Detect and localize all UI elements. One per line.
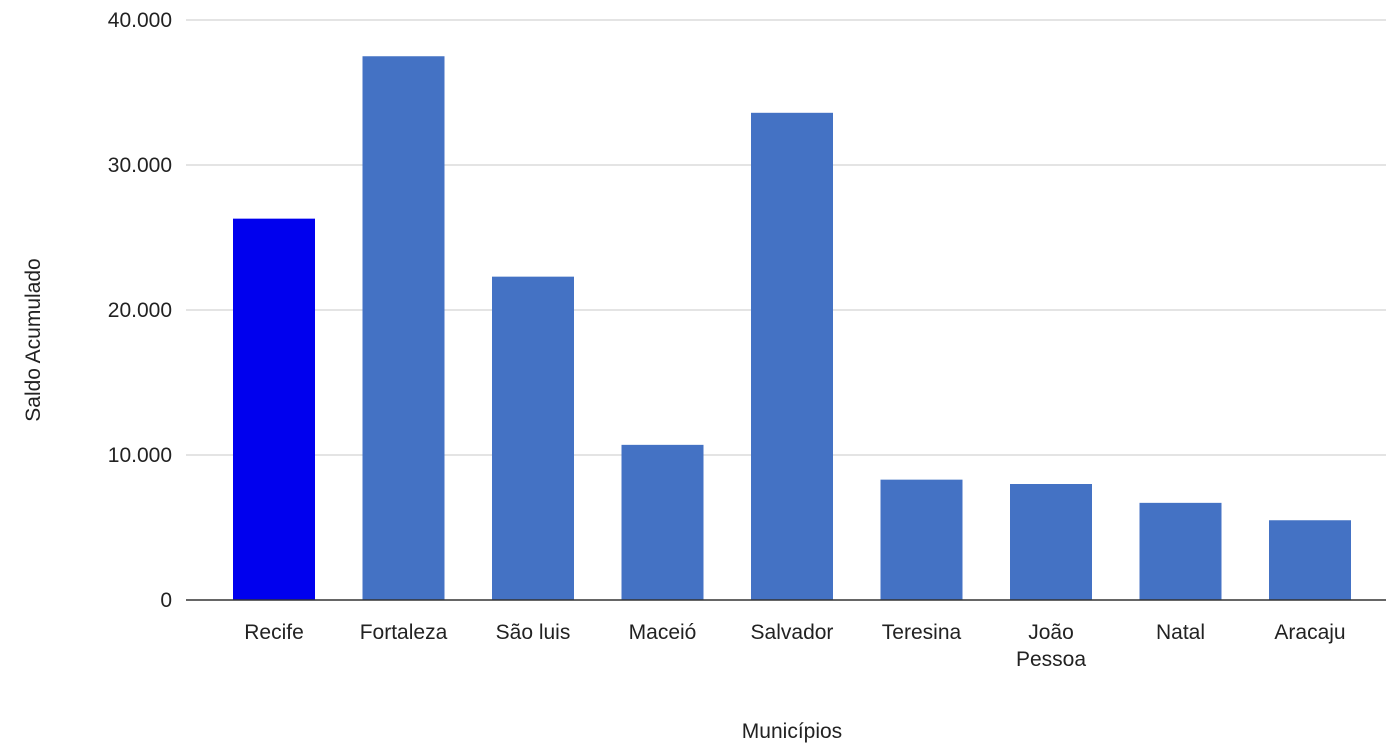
y-tick-labels: 0 10.000 20.000 30.000 40.000 [108, 9, 172, 612]
x-axis-title: Municípios [742, 720, 842, 743]
x-tick-labels: Recife Fortaleza São luis Maceió Salvador Ter… [244, 621, 1345, 671]
x-tick-label: Natal [1156, 621, 1205, 644]
bar [880, 479, 963, 600]
bar [1139, 502, 1222, 600]
bar [492, 276, 574, 600]
x-tick-label: Recife [244, 621, 304, 644]
x-tick-label: Maceió [629, 621, 697, 644]
bar [751, 112, 833, 601]
x-tick-label: Teresina [882, 621, 962, 644]
y-tick-label: 40.000 [108, 9, 172, 32]
x-tick-label: Aracaju [1274, 621, 1345, 644]
y-tick-label: 10.000 [108, 444, 172, 467]
bar [621, 444, 704, 600]
x-tick-label: Fortaleza [360, 621, 448, 644]
bar [233, 218, 315, 600]
x-tick-label: Salvador [751, 621, 834, 644]
bar [1010, 484, 1092, 600]
y-tick-label: 0 [160, 589, 172, 612]
y-tick-label: 30.000 [108, 154, 172, 177]
bar [1269, 520, 1351, 600]
x-tick-label: São luis [496, 621, 571, 644]
y-tick-label: 20.000 [108, 299, 172, 322]
x-tick-label: João Pessoa [1016, 621, 1086, 671]
bars [233, 56, 1351, 601]
y-axis-title: Saldo Acumulado [22, 258, 45, 421]
bar [362, 56, 445, 600]
